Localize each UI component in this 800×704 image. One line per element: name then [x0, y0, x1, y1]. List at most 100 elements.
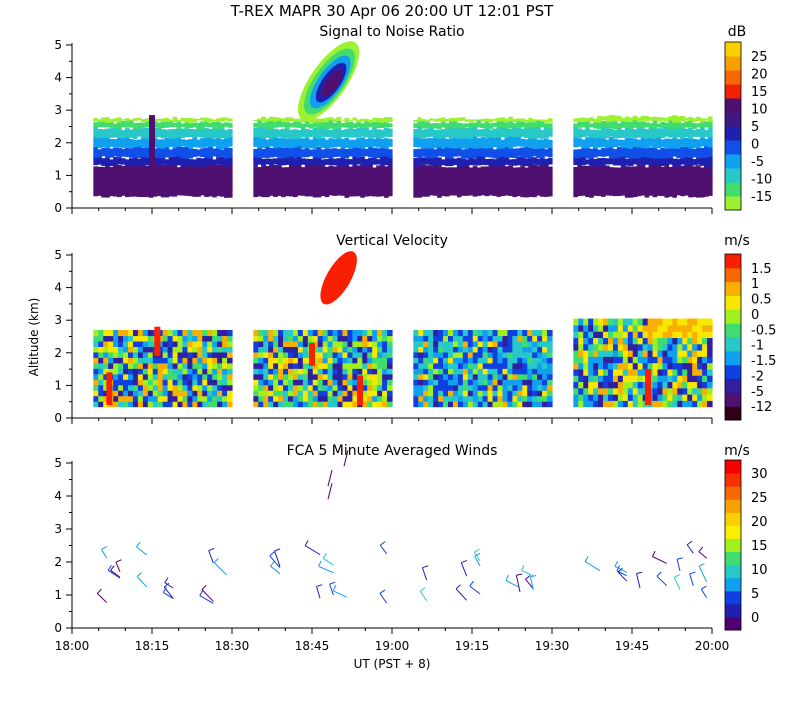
- snr-cell: [433, 164, 438, 196]
- colorbar-swatch: [725, 378, 741, 393]
- vv-cell: [413, 379, 419, 386]
- snr-cell: [208, 164, 213, 197]
- vv-cell: [692, 387, 698, 395]
- vv-cell: [578, 368, 584, 376]
- snr-cell: [468, 167, 474, 196]
- snr-cell: [476, 155, 482, 166]
- snr-cell: [452, 120, 458, 129]
- wind-barb: [163, 591, 174, 600]
- vv-cell: [297, 390, 304, 397]
- vv-cell: [443, 346, 449, 353]
- snr-cell: [360, 156, 365, 167]
- vv-cell: [317, 362, 324, 369]
- snr-cell: [581, 156, 586, 166]
- snr-cell: [468, 138, 474, 148]
- vv-cell: [652, 324, 659, 332]
- vv-cell: [433, 340, 439, 347]
- vv-cell: [418, 395, 424, 402]
- vv-cell: [517, 362, 523, 369]
- vv-cell: [692, 368, 698, 376]
- wind-barb: [115, 561, 121, 572]
- vv-cell: [167, 346, 174, 353]
- wind-barb-flag: [322, 553, 327, 559]
- snr-cell: [160, 156, 166, 165]
- vv-cell: [182, 395, 189, 402]
- snr-cell: [593, 118, 598, 123]
- snr-cell: [324, 128, 330, 137]
- snr-cell: [336, 149, 342, 157]
- vv-cell: [367, 351, 373, 358]
- vv-cell: [452, 390, 459, 397]
- vv-cell: [132, 362, 139, 369]
- snr-cell: [437, 118, 442, 122]
- vv-cell: [128, 362, 134, 369]
- vv-cell: [367, 340, 373, 347]
- snr-cell: [460, 127, 466, 139]
- snr-cell: [417, 126, 422, 139]
- colorbar-swatch: [725, 42, 741, 57]
- vv-cell: [387, 329, 393, 337]
- wind-barb: [343, 450, 349, 467]
- vv-cell: [428, 346, 434, 353]
- snr-cell: [224, 129, 229, 139]
- vv-cell: [362, 373, 368, 380]
- vv-cell: [207, 335, 213, 342]
- vv-cell: [118, 401, 124, 408]
- snr-cell: [172, 147, 178, 157]
- snr-cell: [504, 118, 510, 123]
- colorbar-swatch: [725, 196, 741, 211]
- snr-cell: [516, 148, 521, 157]
- colorbar-swatch: [725, 323, 741, 338]
- snr-cell: [300, 158, 306, 165]
- vv-cell: [482, 329, 489, 337]
- vv-cell: [192, 335, 198, 342]
- snr-cell: [320, 149, 326, 159]
- vv-cell: [457, 379, 464, 386]
- vv-cell: [322, 357, 329, 364]
- vv-cell: [103, 346, 109, 353]
- vv-cell: [702, 337, 708, 345]
- vv-cell: [477, 390, 484, 397]
- wind-barb: [333, 590, 347, 598]
- snr-cell: [512, 123, 517, 129]
- vv-cell: [542, 357, 548, 364]
- vv-cell: [93, 368, 99, 375]
- vv-cell: [492, 329, 499, 337]
- vv-cell: [342, 384, 349, 391]
- vv-cell: [337, 384, 344, 391]
- snr-cell: [285, 120, 290, 130]
- vv-cell: [588, 362, 594, 370]
- vv-cell: [578, 324, 584, 332]
- wind-barb: [656, 575, 668, 587]
- snr-cell: [125, 118, 130, 122]
- vv-cell: [253, 368, 259, 375]
- vv-cell: [423, 329, 429, 337]
- vv-cell: [502, 379, 509, 386]
- vv-cell: [612, 387, 619, 395]
- vv-cell: [268, 335, 274, 342]
- vv-cell: [113, 379, 119, 386]
- snr-cell: [528, 121, 533, 129]
- snr-cell: [109, 120, 114, 128]
- colorbar-label: 1: [751, 277, 759, 292]
- vv-cell: [297, 340, 304, 347]
- vv-cell: [263, 379, 269, 386]
- snr-cell: [257, 118, 262, 121]
- vv-cell: [167, 362, 174, 369]
- vv-cell: [362, 395, 368, 402]
- snr-cell: [616, 139, 622, 147]
- vv-cell: [547, 395, 553, 402]
- vv-cell: [603, 375, 609, 383]
- wind-barb-flag: [379, 589, 386, 594]
- vv-cell: [443, 357, 449, 364]
- snr-cell: [536, 146, 541, 158]
- snr-cell: [101, 120, 106, 128]
- snr-cell: [644, 147, 650, 158]
- vv-cell: [677, 381, 683, 389]
- vv-cell: [113, 395, 119, 402]
- vv-cell: [667, 368, 673, 376]
- snr-cell: [437, 157, 442, 167]
- vv-cell: [253, 373, 259, 380]
- vv-cell: [357, 368, 363, 375]
- vv-cell: [497, 351, 504, 358]
